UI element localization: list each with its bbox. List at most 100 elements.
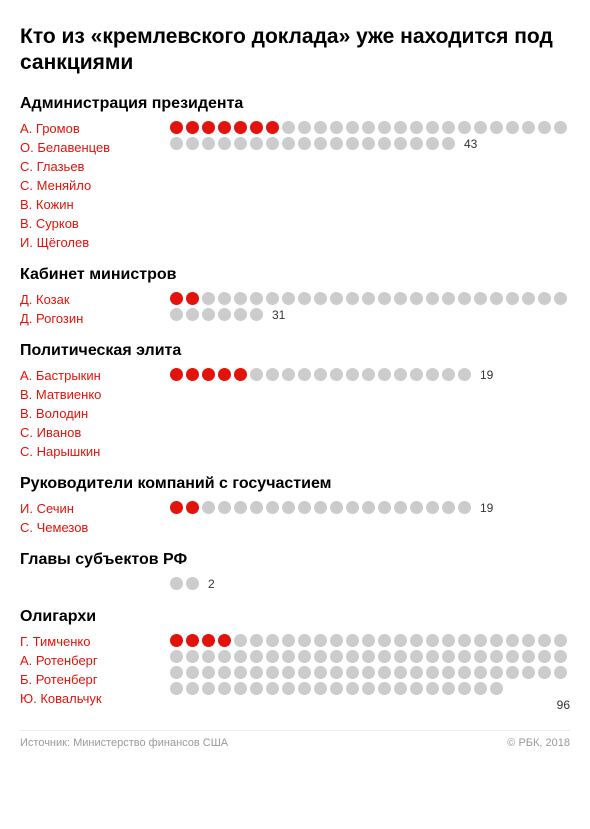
person-name: А. Бастрыкин: [20, 366, 170, 385]
dot-empty: [474, 650, 487, 663]
dot-empty: [202, 682, 215, 695]
person-name: В. Володин: [20, 404, 170, 423]
dot-empty: [394, 634, 407, 647]
dot-empty: [346, 121, 359, 134]
dot-empty: [202, 501, 215, 514]
dot-empty: [474, 666, 487, 679]
dot-empty: [362, 137, 375, 150]
dot-empty: [218, 308, 231, 321]
dot-empty: [282, 368, 295, 381]
dot-empty: [506, 121, 519, 134]
dot-empty: [378, 121, 391, 134]
person-name: И. Щёголев: [20, 233, 170, 252]
dot-filled: [202, 121, 215, 134]
dot-empty: [330, 682, 343, 695]
dots-area: 43: [170, 119, 570, 154]
dot-empty: [522, 666, 535, 679]
dot-empty: [298, 121, 311, 134]
dot-filled: [170, 121, 183, 134]
dot-filled: [170, 292, 183, 305]
dot-empty: [234, 501, 247, 514]
names-column: Г. ТимченкоА. РотенбергБ. РотенбергЮ. Ко…: [20, 632, 170, 708]
section: Главы субъектов РФ2: [20, 551, 570, 594]
dot-empty: [330, 368, 343, 381]
dot-filled: [250, 121, 263, 134]
dot-empty: [346, 650, 359, 663]
dot-empty: [186, 682, 199, 695]
dot-empty: [266, 666, 279, 679]
names-column: А. БастрыкинВ. МатвиенкоВ. ВолодинС. Ива…: [20, 366, 170, 461]
person-name: С. Иванов: [20, 423, 170, 442]
dot-empty: [378, 634, 391, 647]
dot-empty: [202, 666, 215, 679]
dot-filled: [218, 368, 231, 381]
dot-empty: [410, 292, 423, 305]
dot-empty: [330, 501, 343, 514]
dot-filled: [218, 634, 231, 647]
dot-empty: [346, 292, 359, 305]
dot-empty: [426, 368, 439, 381]
dot-filled: [170, 368, 183, 381]
names-column: А. ГромовО. БелавенцевС. ГлазьевС. Меняй…: [20, 119, 170, 252]
dot-empty: [378, 666, 391, 679]
dot-filled: [186, 501, 199, 514]
dot-empty: [314, 682, 327, 695]
section-title: Кабинет министров: [20, 266, 570, 284]
dot-empty: [298, 501, 311, 514]
dot-empty: [458, 682, 471, 695]
dot-empty: [538, 292, 551, 305]
dot-empty: [362, 650, 375, 663]
dot-empty: [426, 292, 439, 305]
dot-filled: [186, 292, 199, 305]
dot-empty: [282, 292, 295, 305]
dot-empty: [394, 137, 407, 150]
dot-empty: [170, 577, 183, 590]
person-name: Б. Ротенберг: [20, 670, 170, 689]
dot-filled: [234, 121, 247, 134]
dot-empty: [330, 121, 343, 134]
dot-empty: [362, 666, 375, 679]
dot-empty: [554, 650, 567, 663]
dot-empty: [506, 634, 519, 647]
dot-empty: [458, 501, 471, 514]
dot-empty: [442, 666, 455, 679]
dot-empty: [474, 682, 487, 695]
dot-empty: [506, 292, 519, 305]
section-title: Руководители компаний с госучастием: [20, 475, 570, 493]
dot-empty: [266, 634, 279, 647]
names-column: И. СечинС. Чемезов: [20, 499, 170, 537]
dot-empty: [314, 650, 327, 663]
dot-empty: [442, 634, 455, 647]
person-name: С. Чемезов: [20, 518, 170, 537]
dot-empty: [314, 666, 327, 679]
dot-empty: [490, 292, 503, 305]
dot-empty: [202, 292, 215, 305]
dot-empty: [186, 137, 199, 150]
dot-empty: [346, 368, 359, 381]
dot-filled: [218, 121, 231, 134]
dot-empty: [426, 137, 439, 150]
section-title: Администрация президента: [20, 95, 570, 113]
dot-empty: [346, 634, 359, 647]
footer-source: Источник: Министерство финансов США: [20, 737, 228, 749]
person-name: В. Кожин: [20, 195, 170, 214]
dot-empty: [410, 650, 423, 663]
dot-empty: [378, 682, 391, 695]
dot-empty: [410, 666, 423, 679]
dot-empty: [410, 368, 423, 381]
count-label: 19: [480, 368, 493, 382]
dot-empty: [250, 501, 263, 514]
dot-empty: [282, 501, 295, 514]
dot-empty: [314, 292, 327, 305]
dot-empty: [394, 292, 407, 305]
dot-filled: [186, 368, 199, 381]
dot-empty: [410, 501, 423, 514]
dot-empty: [458, 121, 471, 134]
dot-empty: [266, 368, 279, 381]
person-name: С. Меняйло: [20, 176, 170, 195]
dot-empty: [298, 368, 311, 381]
dot-empty: [522, 292, 535, 305]
dot-empty: [282, 137, 295, 150]
dot-empty: [474, 634, 487, 647]
dot-empty: [298, 666, 311, 679]
